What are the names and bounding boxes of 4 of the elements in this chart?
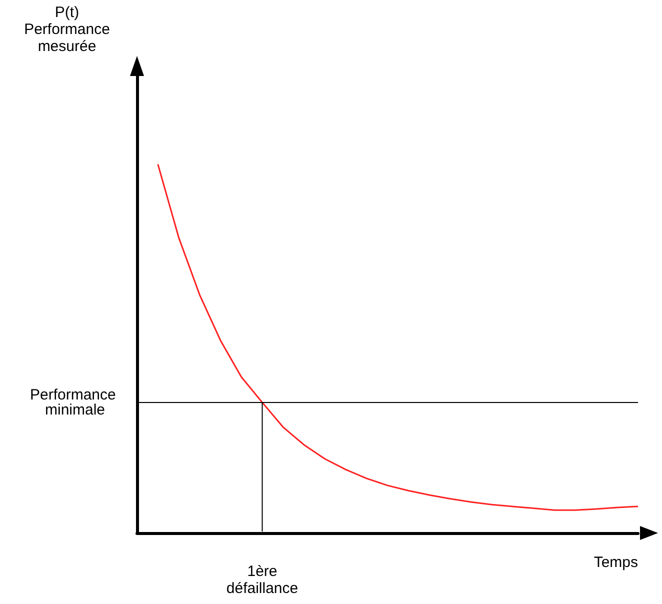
- x-axis-title: Temps: [594, 554, 638, 571]
- text: P(t) Performance mesurée: [23, 4, 111, 55]
- text: 1ère défaillance: [225, 563, 300, 597]
- ref-line-label: Performance minimale: [30, 386, 120, 418]
